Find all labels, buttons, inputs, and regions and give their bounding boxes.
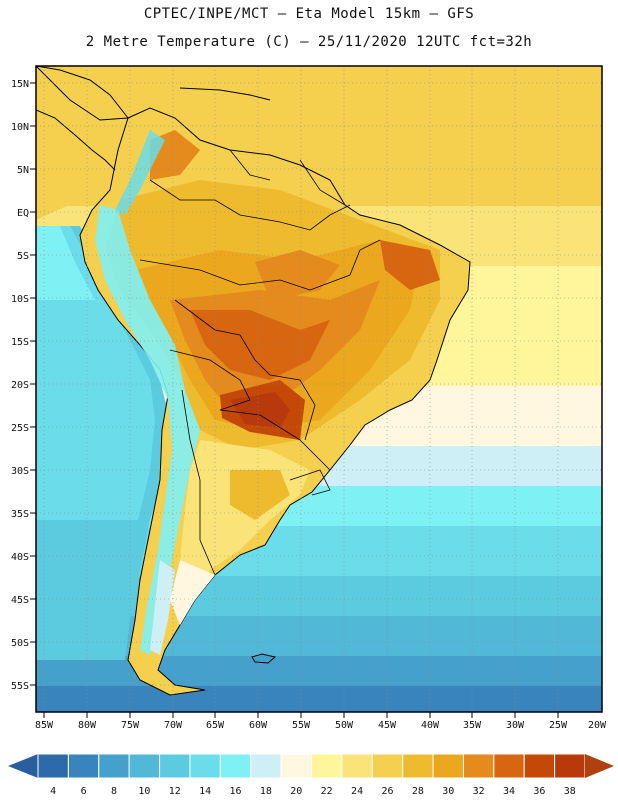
legend-value-label: 20 [290, 786, 302, 797]
lat-label-40s: 40S [11, 552, 29, 563]
legend-value-label: 6 [81, 786, 87, 797]
lon-label-40w: 40W [421, 720, 440, 731]
lon-label-50w: 50W [335, 720, 354, 731]
lat-label-5s: 5S [17, 251, 29, 262]
lat-label-20s: 20S [11, 380, 29, 391]
lon-label-75w: 75W [121, 720, 140, 731]
lon-label-45w: 45W [378, 720, 397, 731]
legend-color-box [250, 753, 282, 779]
legend-color-box [371, 753, 404, 779]
lon-label-85w: 85W [35, 720, 54, 731]
lon-label-60w: 60W [249, 720, 268, 731]
lat-label-35s: 35S [11, 509, 29, 520]
lat-label-eq: EQ [17, 208, 29, 219]
legend-value-label: 22 [321, 786, 333, 797]
legend-value-label: 8 [111, 786, 117, 797]
legend-color-box [37, 753, 69, 779]
legend-color-box [159, 753, 191, 779]
lon-label-80w: 80W [78, 720, 97, 731]
legend-value-label: 34 [503, 786, 515, 797]
legend-color-box [280, 753, 312, 779]
legend-color-box [98, 753, 130, 779]
lat-label-55s: 55S [11, 681, 29, 692]
lat-label-30s: 30S [11, 466, 29, 477]
legend-value-label: 28 [412, 786, 424, 797]
legend-value-label: 10 [138, 786, 150, 797]
legend-value-label: 24 [351, 786, 363, 797]
legend-color-box [189, 753, 221, 779]
map-frame [35, 65, 603, 713]
legend-high-arrow [585, 754, 614, 778]
legend-color-box [341, 753, 373, 779]
lat-label-15s: 15S [11, 337, 29, 348]
lon-label-35w: 35W [463, 720, 482, 731]
header-title-model: CPTEC/INPE/MCT – Eta Model 15km – GFS [143, 6, 475, 22]
legend-color-box [493, 753, 525, 779]
lon-label-70w: 70W [164, 720, 183, 731]
legend-value-label: 30 [442, 786, 454, 797]
header-title-variable: 2 Metre Temperature (C) – 25/11/2020 12U… [85, 34, 533, 50]
legend-value-label: 32 [473, 786, 485, 797]
legend-color-box [402, 753, 434, 779]
legend-value-label: 36 [533, 786, 545, 797]
lon-label-20w: 20W [588, 720, 607, 731]
lat-label-45s: 45S [11, 595, 29, 606]
legend-value-label: 18 [260, 786, 272, 797]
legend-value-label: 4 [50, 786, 56, 797]
lat-label-15n: 15N [11, 79, 29, 90]
map-panel [36, 66, 602, 712]
legend-color-box [128, 753, 161, 779]
legend-value-label: 38 [564, 786, 576, 797]
country-borders [139, 149, 381, 576]
lon-label-30w: 30W [506, 720, 525, 731]
legend-color-box [219, 753, 252, 779]
lat-label-5n: 5N [17, 165, 29, 176]
legend-color-box [67, 753, 100, 779]
lon-label-65w: 65W [206, 720, 225, 731]
lon-label-55w: 55W [292, 720, 311, 731]
lon-label-25w: 25W [549, 720, 568, 731]
legend-color-box [311, 753, 343, 779]
legend-color-box [554, 753, 586, 779]
lat-label-10s: 10S [11, 294, 29, 305]
legend-value-label: 26 [381, 786, 393, 797]
legend-value-label: 12 [169, 786, 181, 797]
legend-color-box [523, 753, 556, 779]
legend-low-arrow [8, 754, 38, 778]
legend-value-label: 14 [199, 786, 211, 797]
legend-color-box [462, 753, 495, 779]
lat-label-10n: 10N [11, 122, 29, 133]
legend-value-label: 16 [230, 786, 242, 797]
color-legend: 4 6 8 10 12 14 16 18 20 22 24 26 28 30 32 34 36 38 [8, 753, 614, 797]
legend-color-box [432, 753, 464, 779]
lat-label-25s: 25S [11, 423, 29, 434]
lat-label-50s: 50S [11, 638, 29, 649]
